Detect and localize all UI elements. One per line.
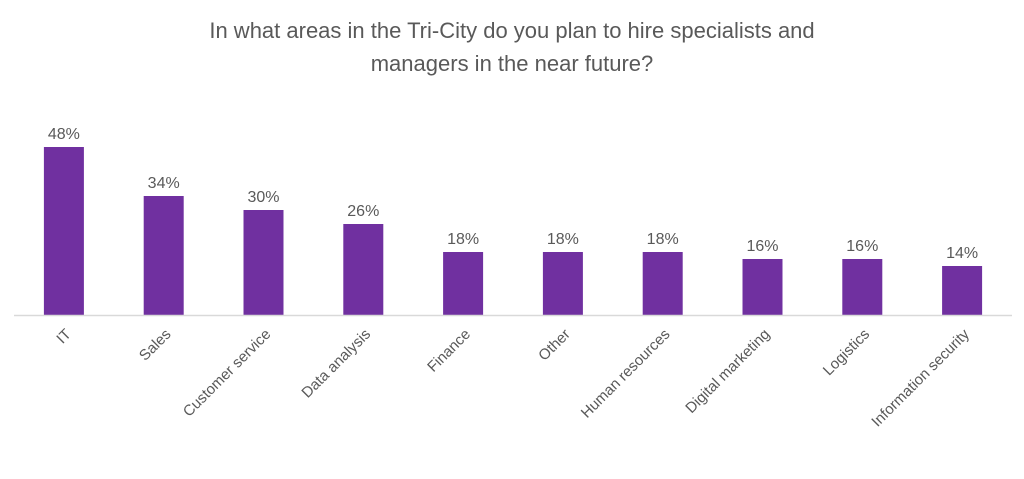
category-label-human-resources: Human resources [578, 326, 674, 422]
bar-sales [143, 196, 184, 315]
bar-data-analysis [343, 224, 384, 315]
bar-customer-service [243, 210, 284, 315]
value-label-customer-service: 30% [247, 189, 279, 206]
category-label-it: IT [53, 326, 74, 347]
value-label-other: 18% [547, 231, 579, 248]
category-label-finance: Finance [424, 326, 474, 376]
category-label-other: Other [535, 326, 574, 365]
value-label-information-security: 14% [946, 245, 978, 262]
category-label-sales: Sales [136, 326, 175, 365]
bar-finance [443, 252, 484, 315]
category-label-customer-service: Customer service [180, 326, 275, 421]
bar-it [43, 147, 84, 315]
bar-other [542, 252, 583, 315]
chart-title-line-2: managers in the near future? [370, 51, 654, 76]
category-label-information-security: Information security [868, 325, 973, 430]
category-label-digital-marketing: Digital marketing [682, 326, 773, 417]
bar-logistics [842, 259, 883, 315]
bar-digital-marketing [742, 259, 783, 315]
value-label-finance: 18% [447, 231, 479, 248]
value-label-it: 48% [48, 126, 80, 143]
chart-title-line-1: In what areas in the Tri-City do you pla… [209, 18, 815, 43]
category-label-data-analysis: Data analysis [298, 326, 374, 402]
bar-human-resources [642, 252, 683, 315]
bar-information-security [942, 266, 983, 315]
value-label-logistics: 16% [846, 238, 878, 255]
value-label-sales: 34% [148, 175, 180, 192]
value-label-digital-marketing: 16% [746, 238, 778, 255]
value-label-human-resources: 18% [647, 231, 679, 248]
category-labels-group: IT Sales Customer service Data analysis Fina… [53, 325, 973, 430]
value-label-data-analysis: 26% [347, 203, 379, 220]
chart-title: In what areas in the Tri-City do you pla… [0, 14, 1024, 80]
bars-group [43, 147, 983, 315]
value-labels-group: 48% 34% 30% 26% 18% 18% 18% 16% 16% 14% [48, 126, 978, 262]
category-label-logistics: Logistics [820, 326, 873, 379]
